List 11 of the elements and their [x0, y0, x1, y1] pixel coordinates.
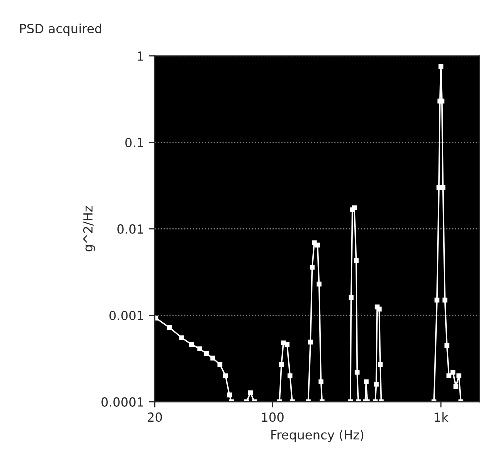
x-tick-label: 100 — [262, 412, 284, 422]
chart-title: PSD acquired — [20, 24, 102, 36]
x-tick-label: 1k — [434, 412, 449, 422]
y-tick-label: 0.1 — [126, 138, 144, 148]
y-tick-label: 0.0001 — [102, 398, 144, 407]
x-tick-label: 20 — [148, 412, 162, 422]
y-axis-title: g^2/Hz — [83, 206, 96, 252]
y-tick-label: 0.001 — [110, 311, 144, 320]
y-tick-label: 0.01 — [118, 224, 144, 234]
y-tick-label: 1 — [138, 52, 144, 61]
x-axis-title: Frequency (Hz) — [272, 430, 364, 442]
